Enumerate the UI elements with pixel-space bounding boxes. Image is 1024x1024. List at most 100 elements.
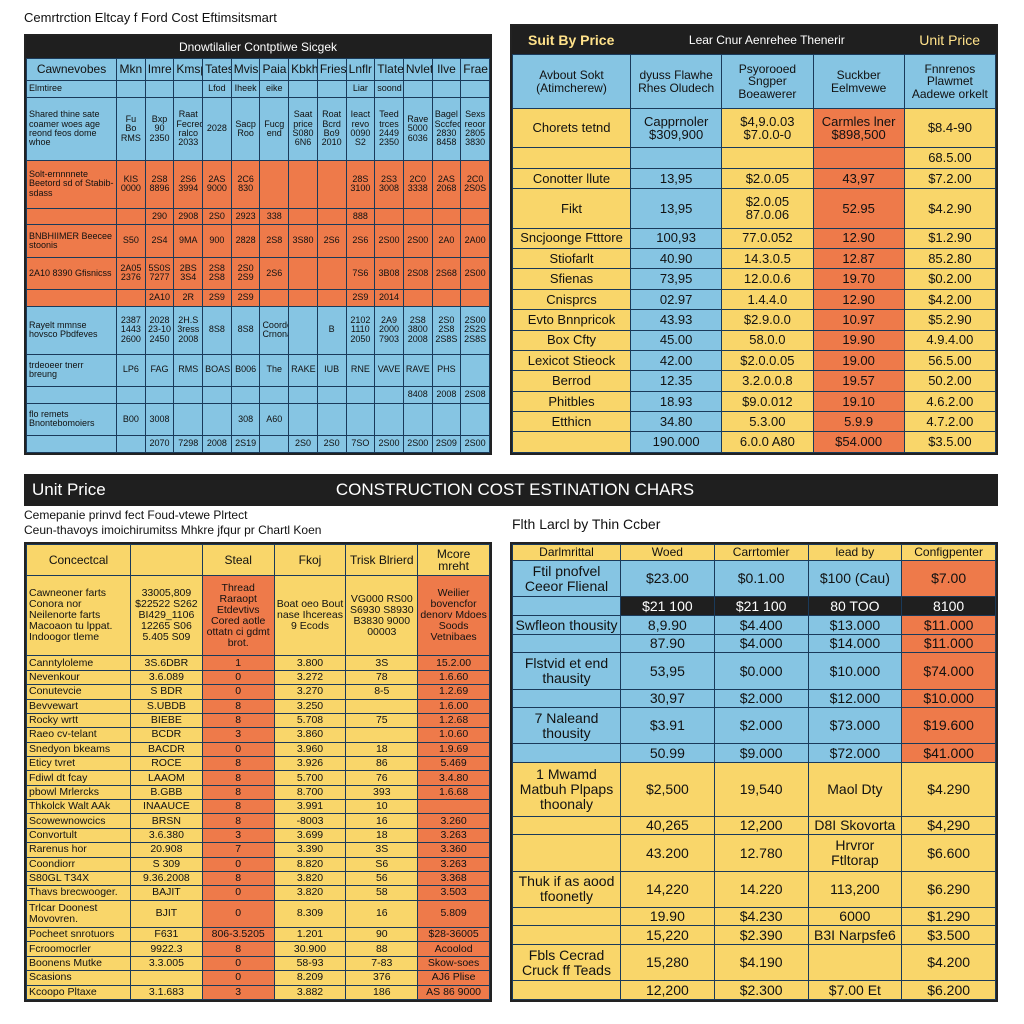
table-cell [173, 402, 204, 436]
table-row: Fbls Cecrad Cruck ff Teads 15,280 $4.190 $4… [512, 943, 996, 982]
table-cell: $2.0.05 87.0.06 [721, 188, 814, 229]
table-cell: Bxp 90 2350 [144, 97, 175, 161]
table-cell: 3S.6DBR [130, 655, 203, 671]
table-cell: BAJIT [130, 885, 203, 901]
table-cell: 19,540 [713, 762, 809, 817]
table-row: 19.90 $4.230 6000 $1.290 [512, 906, 996, 927]
table-cell [512, 147, 631, 169]
table-cell [431, 288, 462, 307]
table-cell: 19.90 [620, 906, 715, 927]
table-cell [288, 80, 318, 98]
table-row: Flstvid et end thausity 53,95 $0.000 $10.00… [512, 652, 996, 690]
table-cell: 8.209 [273, 970, 347, 986]
table-cell: 2S68 [431, 256, 462, 290]
table-cell: 2828 [230, 224, 261, 258]
table-row: Pocheet snrotuors F631 806-3.5205 1.201 90 $2… [26, 927, 490, 943]
table-cell: 338 [259, 207, 290, 226]
table-cell: 8.820 [273, 856, 347, 872]
table-cell: Kcoopo Pltaxe [26, 984, 131, 1000]
table-cell: 7S6 [345, 256, 376, 290]
table-cell: $8.4-90 [903, 108, 996, 149]
table-row: 190.000 6.0.0 A80 $54.000 $3.5.00 [512, 431, 996, 453]
table-cell [288, 207, 318, 226]
table-cell: 20.908 [130, 842, 203, 858]
table-cell [316, 80, 347, 98]
table-cell: 12.35 [629, 370, 723, 392]
table-cell: Sacp Roo [230, 97, 261, 161]
table-cell: Swfleon thousity [512, 615, 621, 635]
table-cell: 2923 [230, 207, 261, 226]
table-cell: Canntyloleme [26, 655, 131, 671]
table-row: Evto Bnnpricok 43.93 $2.9.0.0 10.97 $5.2.90 [512, 309, 996, 331]
table-row: 12,200 $2.300 $7.00 Et $6.200 [512, 980, 996, 1000]
table-cell: trdeoeer tnerr breung [26, 353, 117, 387]
table-cell: 2S6 [259, 256, 290, 290]
table-cell: 3S80 [288, 224, 318, 258]
table-cell: 0 [201, 899, 275, 929]
table-cell: 3.263 [417, 827, 490, 844]
table-row: Cawneoner farts Conora nor Neilenorte fa… [26, 575, 490, 657]
table-cell: 2A10 8390 Gfisnicss [26, 256, 117, 290]
table-cell: 4.6.2.00 [903, 390, 996, 413]
table-cell: $1.290 [901, 906, 996, 927]
column-header: Ilve [431, 57, 462, 82]
table-cell: 12.0.0.6 [721, 268, 814, 290]
table-cell: Raeo cv-telant [26, 727, 131, 743]
table-cell: $73.000 [807, 707, 903, 745]
table-cell: 900 [202, 224, 232, 258]
table-cell: 3.800 [273, 655, 347, 671]
table-cell [288, 159, 318, 209]
table-cell: 77.0.052 [721, 227, 814, 249]
table-cell: 16 [345, 813, 419, 829]
table-cell: INAAUCE [130, 799, 203, 815]
table-cell: 78 [345, 669, 419, 686]
table-cell: 02.97 [629, 288, 723, 311]
table-cell: 0 [201, 885, 275, 901]
table-cell: Fu Bo RMS [116, 97, 146, 161]
table-cell: $6.600 [901, 834, 996, 872]
table-row: Berrod 12.35 3.2.0.0.8 19.57 50.2.00 [512, 370, 996, 392]
table-cell: LAAOM [130, 770, 203, 786]
column-header: Suckber Eelmvewe [812, 53, 905, 110]
table-cell: 8 [201, 755, 275, 772]
table-cell [316, 256, 347, 290]
table-cell: $2,500 [620, 762, 715, 817]
table-cell [288, 385, 318, 404]
table-cell: 9922.3 [130, 941, 203, 957]
table-row: Bevvewart S.UBDB 8 3.250 1.6.00 [26, 698, 490, 714]
column-header: Carrtomler [713, 544, 809, 562]
table-cell: S.UBDB [130, 698, 203, 714]
table-cell [259, 288, 290, 307]
table-cell: 53,95 [620, 652, 715, 690]
table-cell: Sexs reoor 2805 3830 [460, 97, 490, 161]
table-cell: 2S0 [316, 434, 347, 453]
table-cell: 13,95 [629, 167, 723, 190]
table-cell: 19.00 [812, 349, 905, 372]
table-cell: RAVE [402, 353, 433, 387]
header-row: Darlmrittal Woed Carrtomler lead by Configpe… [512, 544, 996, 562]
table-row: Nevenkour 3.6.089 0 3.272 78 1.6.60 [26, 669, 490, 686]
table-cell: 290 [144, 207, 175, 226]
table-cell: $6.200 [901, 980, 996, 1000]
table-cell: Capprnoler $309,900 [629, 108, 723, 149]
table-cell: Stiofarlt [512, 247, 631, 270]
table-row: 50.99 $9.000 $72.000 $41.000 [512, 743, 996, 764]
table-cell: Lexicot Stieock [512, 349, 631, 372]
table-cell: Fbls Cecrad Cruck ff Teads [512, 943, 621, 982]
table-cell: Bagel Sccfeo 2830 8458 [431, 97, 462, 161]
table-cell: S80GL T34X [26, 870, 131, 887]
table-row: Thuk if as aood tfoonetly 14,220 14.220 113… [512, 870, 996, 908]
table-cell: 0 [201, 741, 275, 758]
table-cell: Teed trces 2449 2350 [374, 97, 404, 161]
table-cell: 1.2.69 [417, 684, 490, 700]
table-cell: 2S00 2S2S 2S8S [460, 305, 490, 355]
table-row: Etthicn 34.80 5.3.00 5.9.9 4.7.2.00 [512, 411, 996, 433]
table-cell: 2908 [173, 207, 204, 226]
table-cell: 2S6 [345, 224, 376, 258]
table-cell: F631 [130, 927, 203, 943]
table-cell: 2A10 [144, 288, 175, 307]
table-cell [26, 207, 117, 226]
table-row: S80GL T34X 9.36.2008 8 3.820 56 3.368 [26, 870, 490, 887]
table-row: Solt-ernnnnete Beetord sd of Stabib-sdas… [26, 159, 490, 209]
table-cell [374, 385, 404, 404]
